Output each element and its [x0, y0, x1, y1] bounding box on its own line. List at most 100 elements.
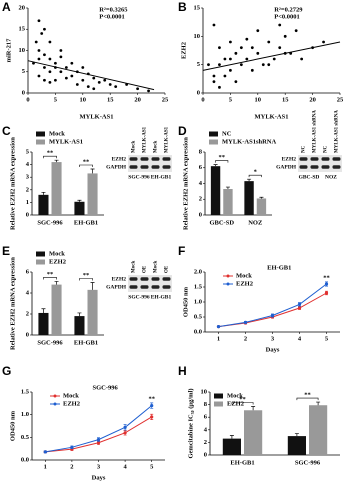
significance-bracket — [43, 155, 57, 159]
error-bar — [77, 312, 82, 317]
point — [250, 46, 254, 50]
point — [212, 80, 216, 84]
blot-group-label: SGC-996 — [128, 174, 150, 180]
blot-band — [151, 157, 160, 161]
panel-label: E — [2, 244, 10, 258]
y-tick-label: 1.5 — [21, 388, 30, 395]
y-tick-label: 5 — [26, 148, 30, 155]
fit-line — [27, 60, 155, 91]
marker — [123, 425, 127, 429]
bar — [38, 194, 49, 215]
point — [37, 74, 41, 78]
legend-label: Mock — [227, 392, 243, 399]
y-axis-label: Gemcitabine IC₅₀ (μg/ml) — [187, 388, 194, 458]
y-tick-label: 10 — [194, 33, 201, 40]
legend-label: EZH2 — [236, 280, 253, 287]
blot-band — [310, 157, 319, 161]
y-tick-label: 1.5 — [194, 283, 203, 290]
y-tick-label: 6 — [26, 268, 30, 275]
annotation: R²=0.2729 — [274, 6, 303, 13]
bar — [51, 162, 62, 215]
marker — [123, 431, 127, 435]
marker — [297, 302, 302, 306]
y-tick-label: 6 — [199, 164, 203, 171]
legend-swatch — [36, 131, 45, 137]
legend-marker — [53, 402, 57, 406]
x-tick-label: 0 — [26, 96, 29, 103]
error-bar — [247, 178, 252, 182]
error-bar — [90, 168, 95, 174]
point — [75, 83, 79, 86]
blot-row-label: EZH2 — [112, 156, 127, 162]
blot-band — [129, 277, 138, 281]
point — [92, 76, 96, 80]
marker — [324, 282, 329, 286]
y-tick-label: 1 — [26, 199, 29, 206]
y-tick-label: 0 — [26, 211, 29, 218]
x-tick-label: 4 — [123, 463, 127, 470]
y-axis-label: Relative EZH2 mRNA expression — [9, 257, 16, 350]
panel-label: D — [178, 124, 187, 138]
y-tick-label: 5 — [197, 61, 201, 68]
y-axis-label: Relative EZH2 mRNA expression — [182, 137, 189, 230]
panel-label: F — [178, 244, 185, 258]
marker — [96, 441, 101, 445]
y-axis-label: EZH2 — [180, 42, 187, 59]
x-tick-label: 5 — [150, 463, 154, 470]
error-bar — [90, 282, 95, 290]
y-tick-label: 15 — [19, 26, 26, 33]
blot-band — [129, 157, 138, 161]
y-tick-label: 4 — [204, 426, 208, 433]
point — [218, 46, 221, 50]
significance-bracket — [248, 174, 262, 178]
x-tick-label: 5 — [325, 335, 329, 342]
blot-row-label: EZH2 — [282, 156, 297, 162]
x-tick-label: 2 — [244, 335, 247, 342]
blot-row-label: GAPDH — [106, 164, 127, 170]
point — [70, 74, 74, 78]
significance-label: ** — [47, 271, 54, 278]
blot-group-label: GBC-SD — [299, 174, 320, 180]
point — [229, 57, 232, 61]
legend-label: MYLK-AS1shRNA — [222, 138, 276, 145]
point — [54, 61, 57, 65]
point — [294, 29, 298, 33]
blot-band — [162, 277, 171, 281]
point — [48, 70, 52, 74]
blot-band — [299, 157, 308, 161]
bar — [51, 284, 62, 335]
point — [43, 66, 46, 69]
y-tick-label: 0 — [26, 331, 29, 338]
y-tick-label: 8 — [204, 401, 208, 408]
blot-group-label: NOZ — [325, 174, 337, 180]
significance-bracket — [79, 164, 93, 168]
significance-label: ** — [47, 150, 54, 157]
line — [218, 292, 327, 328]
y-tick-label: 4 — [199, 180, 203, 187]
blot-lane-label: MYLK-AS1 — [143, 126, 148, 153]
significance-bracket — [296, 397, 319, 401]
x-tick-label: EH-GB1 — [230, 459, 254, 466]
chart-title: SGC-996 — [93, 384, 119, 391]
bar — [74, 201, 85, 215]
x-tick-label: 15 — [282, 96, 289, 103]
blot-row-label: GAPDH — [276, 164, 297, 170]
point — [64, 66, 68, 69]
error-bar — [259, 196, 264, 199]
bar — [256, 198, 267, 215]
point — [229, 40, 232, 44]
significance-label: ** — [148, 395, 155, 402]
blot-band — [332, 165, 341, 169]
bar — [309, 405, 328, 455]
marker — [150, 415, 154, 419]
point — [250, 68, 254, 72]
blot-band — [151, 165, 160, 169]
blot-band — [140, 157, 149, 161]
point — [48, 80, 52, 84]
blot-lane-label: NC — [324, 145, 329, 153]
y-axis-label: miR-217 — [5, 38, 12, 63]
point — [300, 57, 304, 61]
legend-label: Mock — [63, 392, 79, 399]
x-tick-label: SGC-996 — [37, 219, 63, 226]
error-bar — [54, 281, 59, 285]
